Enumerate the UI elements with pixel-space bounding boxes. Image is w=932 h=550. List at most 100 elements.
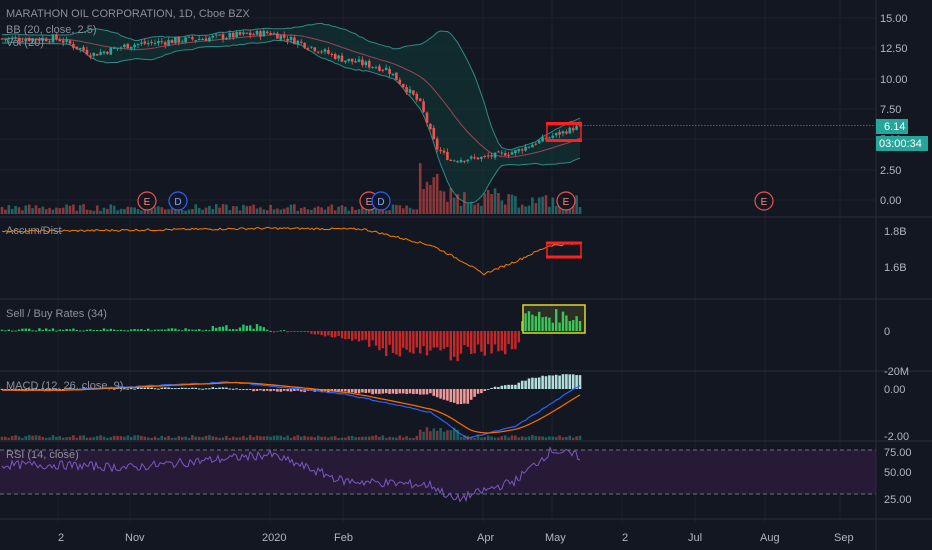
volume-bar	[276, 208, 279, 214]
volume-bar	[473, 204, 476, 214]
sell-buy-bar	[517, 331, 520, 343]
macd-histogram-bar	[548, 375, 551, 389]
macd-histogram-bar	[514, 384, 517, 389]
macd-histogram-bar	[344, 389, 347, 392]
volume-bar	[405, 205, 408, 214]
rsi-band	[0, 450, 876, 494]
sell-buy-bar	[337, 331, 340, 336]
accum-dist-legend[interactable]: Accum/Dist	[6, 225, 62, 237]
volume-bar	[412, 209, 415, 214]
volume-bar	[208, 205, 211, 214]
macd-histogram-bar	[51, 388, 55, 390]
sell-buy-bar	[351, 331, 354, 341]
sell-buy-bar	[357, 331, 361, 342]
volume-bar	[191, 209, 194, 214]
macd-histogram-bar	[537, 377, 541, 389]
macd-histogram-bar	[422, 389, 425, 395]
candle	[89, 55, 92, 57]
volume-bar	[517, 207, 521, 214]
sell-buy-bar	[24, 328, 27, 331]
volume-bar	[575, 195, 578, 214]
sell-buy-bar	[252, 328, 255, 331]
macd-histogram-bar	[112, 388, 116, 390]
macd-histogram-bar	[276, 389, 279, 392]
macd-histogram-bar	[265, 389, 269, 391]
sell-buy-bar	[561, 311, 565, 331]
volume-bar	[422, 189, 425, 214]
price-candles	[0, 28, 876, 164]
macd-histogram-bar	[412, 389, 415, 395]
bb-legend[interactable]: BB (20, close, 2.5)	[6, 24, 97, 36]
vol-bar	[269, 436, 272, 440]
macd-legend[interactable]: MACD (12, 26, close, 9)	[6, 380, 123, 392]
volume-bar	[21, 210, 24, 214]
vol-bar	[384, 437, 388, 440]
volume-bar	[486, 190, 490, 214]
vol-bar	[449, 430, 453, 440]
vol-bar	[163, 437, 167, 440]
macd-histogram-bar	[384, 389, 388, 394]
volume-bar	[449, 188, 453, 214]
macd-histogram-bar	[347, 389, 351, 393]
candle	[204, 38, 208, 41]
volume-legend[interactable]: Vol (20)	[6, 37, 44, 49]
vol-bar	[106, 437, 109, 440]
volume-bar	[211, 209, 215, 214]
sell-buy-bar	[62, 329, 65, 331]
macd-histogram-bar	[418, 389, 422, 395]
macd-histogram-bar	[558, 375, 561, 389]
sell-buy-bar	[31, 330, 34, 332]
candle	[422, 101, 425, 112]
volume-bar	[534, 203, 538, 214]
macd-histogram-bar	[140, 387, 143, 389]
volume-bar	[548, 206, 551, 214]
volume-bar	[456, 194, 459, 214]
candle	[262, 30, 266, 37]
volume-bar	[507, 194, 510, 214]
candle	[214, 34, 218, 36]
sell-buy-bar	[402, 331, 405, 348]
sell-buy-bar	[551, 322, 554, 331]
candle	[180, 41, 184, 43]
macd-histogram-bar	[204, 388, 208, 390]
candle	[187, 36, 191, 38]
candle	[463, 160, 466, 162]
price-tick: 7.50	[880, 104, 901, 116]
sell-buy-legend[interactable]: Sell / Buy Rates (34)	[6, 308, 107, 320]
vol-bar	[357, 437, 361, 440]
macd-histogram-bar	[333, 389, 337, 392]
volume-bar	[340, 205, 344, 214]
sell-buy-bar	[323, 331, 327, 337]
rsi-legend[interactable]: RSI (14, close)	[6, 449, 79, 461]
sell-buy-bar	[150, 330, 153, 332]
volume-bar	[102, 207, 106, 214]
volume-bar	[313, 207, 317, 214]
candle	[248, 32, 252, 36]
sell-buy-bar	[119, 329, 123, 331]
candle	[439, 149, 442, 152]
volume-bar	[41, 206, 45, 214]
vol-bar	[78, 435, 82, 440]
vol-bar	[558, 435, 561, 440]
volume-bar	[306, 209, 310, 214]
last-price-text: 6.14	[884, 121, 905, 133]
sell-buy-bar	[317, 331, 320, 335]
candle	[405, 87, 408, 93]
candle	[41, 37, 45, 41]
sell-buy-bar	[303, 331, 306, 332]
vol-bar	[150, 437, 153, 440]
sell-buy-bar	[565, 315, 568, 331]
sell-buy-bar	[575, 316, 578, 331]
candle	[58, 39, 62, 42]
candle	[61, 40, 65, 43]
sell-buy-bar	[58, 329, 61, 331]
vol-bar	[299, 436, 303, 440]
vol-bar	[367, 436, 371, 440]
sell-buy-bar	[347, 331, 350, 339]
sell-buy-bar	[221, 326, 225, 331]
volume-bar	[235, 206, 238, 214]
macd-histogram-bar	[293, 389, 296, 391]
macd-histogram-bar	[517, 382, 521, 389]
vol-bar	[452, 427, 456, 440]
